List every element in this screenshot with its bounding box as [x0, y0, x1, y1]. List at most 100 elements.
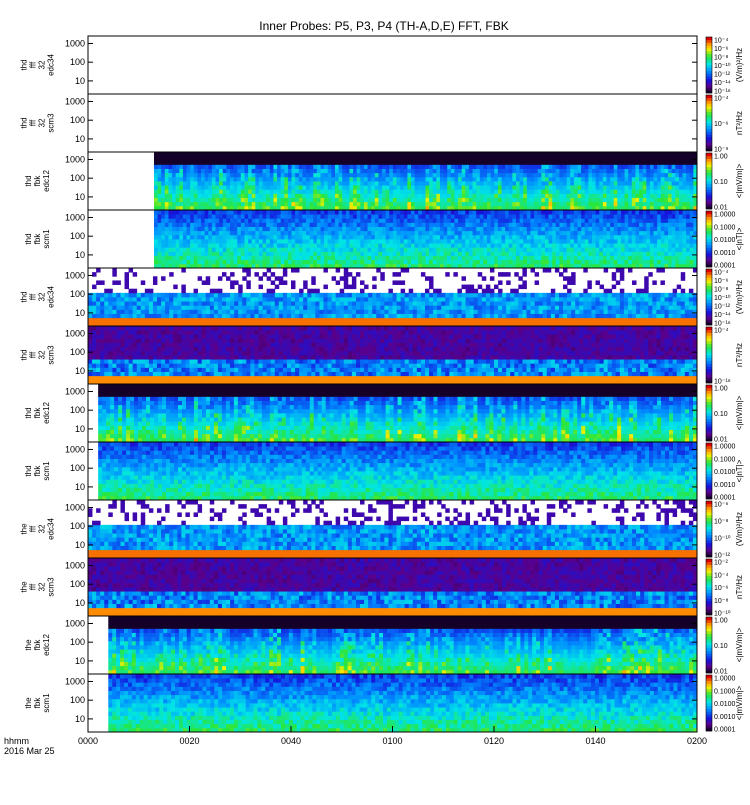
panel-label-line: fbk [33, 233, 42, 245]
spectrogram-cell [306, 202, 310, 207]
spectrogram-cell [288, 214, 292, 219]
spectrogram-cell [386, 185, 390, 190]
spectrogram-cell [277, 247, 281, 252]
spectrogram-cell [386, 181, 390, 186]
colorbar-swatch [706, 239, 712, 242]
spectrogram-cell [168, 247, 172, 252]
spectrogram-cell [248, 231, 252, 236]
spectrogram-cell [552, 193, 556, 198]
colorbar: 0.00010.00100.01000.10001.0000<|nT|> [706, 211, 744, 270]
spectrogram-cell [429, 152, 433, 157]
spectrogram-cell [400, 247, 404, 252]
spectrogram-cell [169, 309, 173, 314]
spectrogram-cell [183, 222, 187, 227]
spectrogram-cell [259, 247, 263, 252]
spectrogram-cell [556, 181, 560, 186]
spectrogram-cell [263, 177, 267, 182]
spectrogram-cell [592, 231, 596, 236]
spectrogram-cell [284, 156, 288, 161]
spectrogram-cell [415, 164, 419, 169]
spectrogram-cell [429, 222, 433, 227]
spectrogram-cell [299, 301, 303, 306]
spectrogram-cell [530, 231, 534, 236]
spectrogram-cell [436, 160, 440, 165]
spectrogram-cell [491, 177, 495, 182]
spectrogram-cell [223, 260, 227, 265]
colorbar-swatch [706, 161, 712, 164]
spectrogram-cell [190, 198, 194, 203]
spectrogram-cell [317, 231, 321, 236]
spectrogram-cell [603, 202, 607, 207]
spectrogram-cell [596, 193, 600, 198]
spectrogram-cell [603, 231, 607, 236]
spectrogram-cell [313, 231, 317, 236]
spectrogram-cell [271, 309, 275, 314]
spectrogram-cell [444, 247, 448, 252]
spectrogram-cell [349, 156, 353, 161]
spectrogram-cell [360, 235, 364, 240]
spectrogram-cell [411, 156, 415, 161]
spectrogram-cell [137, 301, 141, 306]
spectrogram-cell [194, 185, 198, 190]
spectrogram-cell [299, 305, 303, 310]
spectrogram-cell [176, 235, 180, 240]
spectrogram-cell [230, 218, 234, 223]
spectrogram-cell [270, 185, 274, 190]
spectrogram-cell [686, 227, 690, 232]
spectrogram-cell [378, 256, 382, 261]
spectrogram-cell [375, 177, 379, 182]
spectrogram-cell [205, 198, 209, 203]
spectrogram-cell [223, 164, 227, 169]
spectrogram-cell [534, 222, 538, 227]
spectrogram-cell [516, 214, 520, 219]
spectrogram-cell [339, 177, 343, 182]
spectrogram-cell [149, 305, 153, 310]
spectrogram-cell [545, 222, 549, 227]
spectrogram-cell [335, 202, 339, 207]
spectrogram-cell [498, 177, 502, 182]
spectrogram-cell [675, 152, 679, 157]
spectrogram-cell [157, 309, 161, 314]
spectrogram-cell [317, 198, 321, 203]
spectrogram-cell [161, 173, 165, 178]
spectrogram-cell [552, 214, 556, 219]
spectrogram-cell [255, 169, 259, 174]
spectrogram-cell [273, 160, 277, 165]
spectrogram-cell [404, 160, 408, 165]
spectrogram-cell [621, 260, 625, 265]
spectrogram-cell [473, 177, 477, 182]
spectrogram-cell [646, 222, 650, 227]
spectrogram-cell [534, 152, 538, 157]
spectrogram-cell [288, 251, 292, 256]
spectrogram-cell [284, 239, 288, 244]
spectrogram-cell [549, 210, 553, 215]
spectrogram-cell [234, 214, 238, 219]
spectrogram-cell [208, 210, 212, 215]
spectrogram-cell [469, 243, 473, 248]
spectrogram-cell [187, 210, 191, 215]
spectrogram-cell [469, 227, 473, 232]
spectrogram-cell [226, 260, 230, 265]
spectrogram-cell [375, 152, 379, 157]
spectrogram-cell [273, 169, 277, 174]
spectrogram-cell [628, 218, 632, 223]
spectrogram-cell [284, 173, 288, 178]
spectrogram-cell [505, 231, 509, 236]
spectrogram-cell [661, 173, 665, 178]
spectrogram-cell [397, 214, 401, 219]
spectrogram-cell [277, 193, 281, 198]
spectrogram-cell [650, 256, 654, 261]
spectrogram-cell [205, 156, 209, 161]
spectrogram-cell [241, 218, 245, 223]
spectrogram-cell [574, 227, 578, 232]
spectrogram-cell [158, 235, 162, 240]
spectrogram-cell [592, 152, 596, 157]
spectrogram-cell [661, 152, 665, 157]
colorbar-tick-label: 1.00 [714, 154, 728, 161]
spectrogram-cell [407, 235, 411, 240]
colorbar-swatch [706, 242, 712, 245]
spectrogram-cell [400, 235, 404, 240]
spectrogram-cell [440, 181, 444, 186]
spectrogram-cell [643, 173, 647, 178]
spectrogram-cell [393, 256, 397, 261]
